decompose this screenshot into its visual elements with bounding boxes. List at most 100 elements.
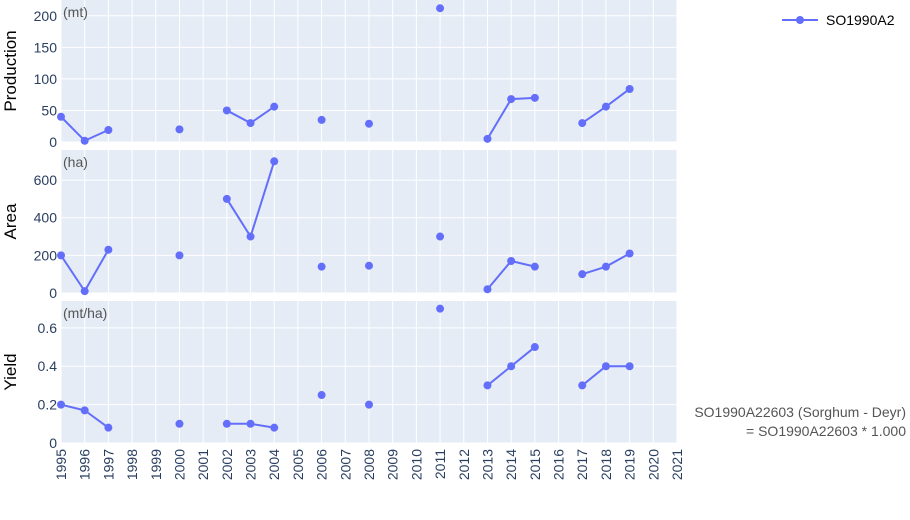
x-tick-label: 2008 <box>361 449 377 480</box>
unit-label: (ha) <box>63 154 88 170</box>
data-point[interactable] <box>365 261 373 270</box>
data-point[interactable] <box>365 119 373 128</box>
data-point[interactable] <box>530 262 539 271</box>
data-point[interactable] <box>601 102 610 111</box>
data-point[interactable] <box>317 391 326 400</box>
data-point[interactable] <box>246 232 255 241</box>
data-point[interactable] <box>530 93 539 102</box>
series-production <box>57 4 634 145</box>
data-point[interactable] <box>625 362 634 371</box>
data-point[interactable] <box>436 232 445 241</box>
legend[interactable]: SO1990A2 <box>782 12 895 28</box>
data-point[interactable] <box>578 119 587 128</box>
data-point[interactable] <box>601 262 610 271</box>
data-point[interactable] <box>246 119 255 128</box>
y-tick-label: 0 <box>49 134 57 150</box>
data-point[interactable] <box>222 106 231 115</box>
data-point[interactable] <box>507 257 516 266</box>
data-point[interactable] <box>483 381 492 390</box>
x-tick-label: 2017 <box>574 449 590 480</box>
unit-label: (mt/ha) <box>63 305 107 321</box>
x-tick-label: 1998 <box>124 449 140 480</box>
data-point[interactable] <box>104 126 113 135</box>
y-axis-label: Production <box>1 30 20 111</box>
x-tick-label: 2003 <box>243 449 259 480</box>
x-tick-label: 2005 <box>290 449 306 480</box>
x-axis: 1995 1996 1997 1998 1999 2000 2001 2002 2003 2004… <box>53 449 685 480</box>
x-tick-label: 1996 <box>77 449 93 480</box>
data-point[interactable] <box>175 251 184 260</box>
x-tick-label: 2010 <box>408 449 424 480</box>
data-point[interactable] <box>530 343 539 352</box>
data-point[interactable] <box>270 157 279 166</box>
y-axis-label: Area <box>1 203 20 239</box>
x-tick-label: 2021 <box>669 449 685 480</box>
y-tick-label: 600 <box>34 172 58 188</box>
legend-label: SO1990A2 <box>826 12 895 28</box>
data-point[interactable] <box>578 270 587 279</box>
y-axis-label: Yield <box>1 353 20 390</box>
formula-line-1: SO1990A22603 (Sorghum - Deyr) <box>694 404 906 420</box>
y-tick-label: 50 <box>41 102 57 118</box>
data-point[interactable] <box>57 112 65 121</box>
x-tick-label: 2009 <box>385 449 401 480</box>
data-point[interactable] <box>222 419 231 428</box>
y-tick-label: 400 <box>34 210 58 226</box>
data-point[interactable] <box>483 134 492 143</box>
data-point[interactable] <box>436 4 445 13</box>
data-point[interactable] <box>270 102 279 111</box>
x-tick-label: 2014 <box>503 449 519 480</box>
chart-panels: 0 50 100 150 200 Production (mt) 0 200 400 600 Area… <box>1 0 678 451</box>
data-point[interactable] <box>483 285 492 294</box>
data-point[interactable] <box>578 381 587 390</box>
series-formula-note: SO1990A22603 (Sorghum - Deyr) = SO1990A2… <box>694 403 906 441</box>
data-point[interactable] <box>365 400 373 409</box>
data-point[interactable] <box>507 95 516 104</box>
panel-yield: 0 0.2 0.4 0.6 Yield (mt/ha) <box>1 301 678 451</box>
x-tick-label: 2018 <box>598 449 614 480</box>
formula-line-2: = SO1990A22603 * 1.000 <box>746 423 906 439</box>
data-point[interactable] <box>57 400 65 409</box>
x-tick-label: 2016 <box>551 449 567 480</box>
data-point[interactable] <box>80 406 89 415</box>
y-tick-label: 0.4 <box>38 358 58 374</box>
data-point[interactable] <box>625 84 634 93</box>
data-point[interactable] <box>57 251 65 260</box>
data-point[interactable] <box>80 136 89 145</box>
data-point[interactable] <box>175 419 184 428</box>
x-tick-label: 2000 <box>171 449 187 480</box>
data-point[interactable] <box>104 423 113 432</box>
y-tick-label: 200 <box>34 8 58 24</box>
data-point[interactable] <box>270 423 279 432</box>
x-tick-label: 2013 <box>479 449 495 480</box>
x-tick-label: 2020 <box>645 449 661 480</box>
data-point[interactable] <box>222 194 231 203</box>
y-tick-label: 150 <box>34 39 58 55</box>
data-point[interactable] <box>104 245 113 254</box>
data-point[interactable] <box>80 287 89 296</box>
x-tick-label: 2006 <box>314 449 330 480</box>
x-tick-label: 2004 <box>266 449 282 480</box>
x-tick-label: 2019 <box>622 449 638 480</box>
x-tick-label: 2002 <box>219 449 235 480</box>
data-point[interactable] <box>436 304 445 313</box>
x-tick-label: 1999 <box>148 449 164 480</box>
data-point[interactable] <box>175 125 184 134</box>
data-point[interactable] <box>317 262 326 271</box>
panel-production: 0 50 100 150 200 Production (mt) <box>1 0 678 150</box>
x-tick-label: 1997 <box>100 449 116 480</box>
series-area <box>57 157 634 296</box>
legend-marker-icon <box>796 16 804 24</box>
data-point[interactable] <box>317 115 326 124</box>
x-tick-label: 2007 <box>337 449 353 480</box>
unit-label: (mt) <box>63 4 88 20</box>
data-point[interactable] <box>625 249 634 258</box>
y-tick-label: 200 <box>34 247 58 263</box>
data-point[interactable] <box>601 362 610 371</box>
data-point[interactable] <box>507 362 516 371</box>
y-tick-label: 100 <box>34 71 58 87</box>
panel-area: 0 200 400 600 Area (ha) <box>1 150 678 301</box>
y-tick-label: 0 <box>49 285 57 301</box>
data-point[interactable] <box>246 419 255 428</box>
